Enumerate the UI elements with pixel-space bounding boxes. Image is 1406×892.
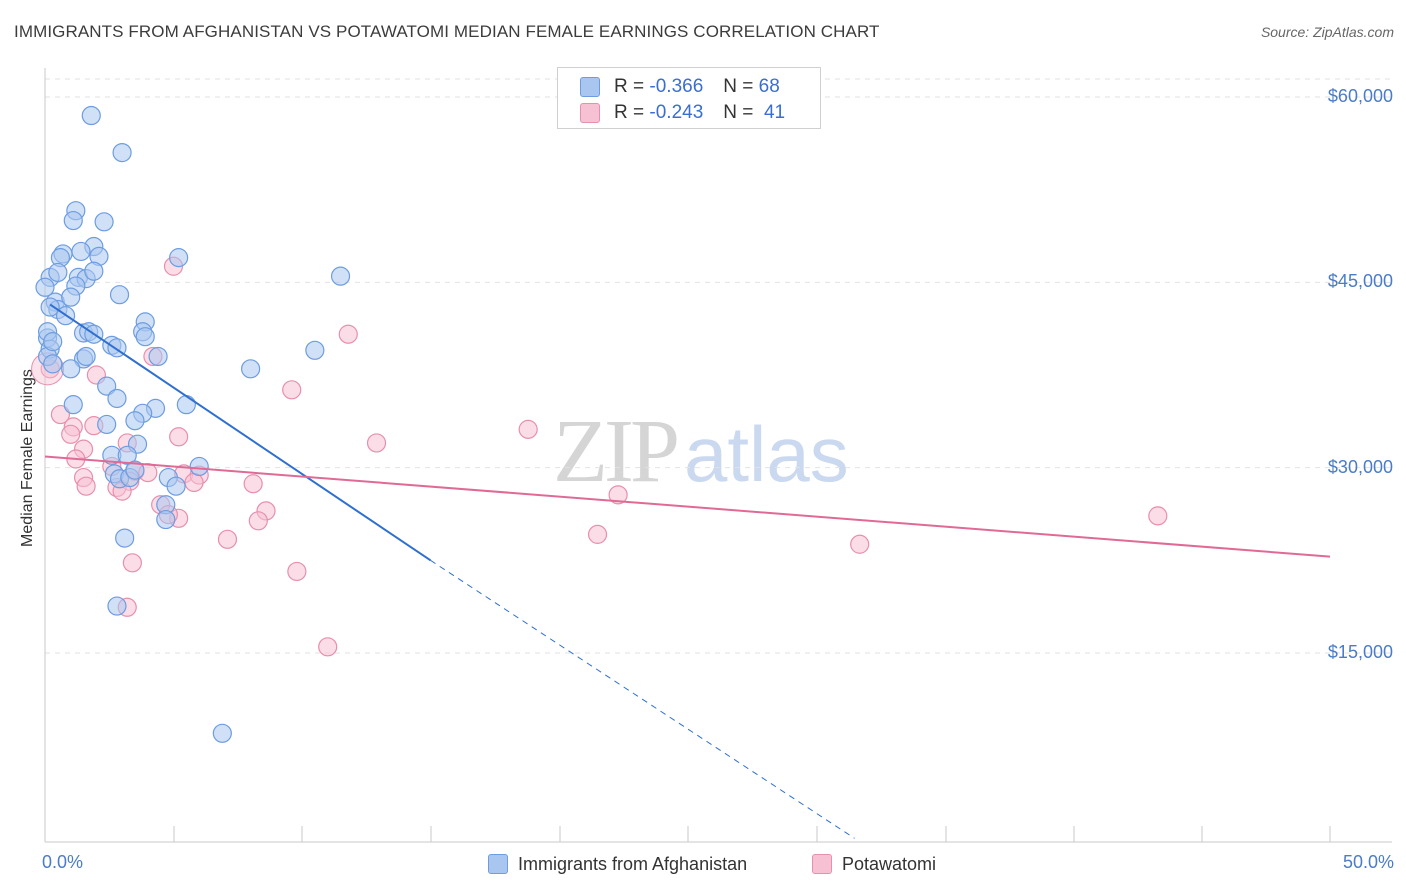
potawatomi-point: [217, 529, 238, 549]
potawatomi-point: [122, 553, 142, 573]
legend-swatch-pink: [812, 854, 832, 874]
afghanistan-point: [35, 277, 55, 297]
potawatomi-point: [850, 534, 870, 554]
afghanistan-point: [48, 262, 68, 283]
afghanistan-point: [107, 388, 127, 409]
afghanistan-point: [189, 456, 209, 477]
afghanistan-point: [305, 340, 325, 360]
afghanistan-point: [43, 332, 63, 352]
potawatomi-point: [243, 474, 263, 494]
afghanistan-point: [43, 354, 63, 374]
x-tick-label: 50.0%: [1342, 852, 1394, 872]
potawatomi-point: [608, 485, 628, 505]
afghanistan-point: [112, 143, 132, 163]
zipatlas-watermark: ZIP atlas: [553, 400, 849, 503]
afghanistan-point: [97, 376, 117, 396]
afghanistan-point: [76, 346, 96, 367]
potawatomi-point: [338, 324, 358, 344]
potawatomi-point: [282, 380, 302, 400]
legend-n-label: N =: [723, 102, 754, 123]
afghanistan-point: [117, 445, 137, 465]
legend-swatch-blue: [580, 77, 600, 97]
potawatomi-point: [50, 404, 71, 425]
afghanistan-point: [169, 248, 189, 268]
axis-layer: [44, 68, 1392, 843]
potawatomi-point: [76, 476, 96, 496]
potawatomi-point: [318, 637, 338, 657]
afghanistan-point: [156, 509, 176, 530]
potawatomi-point: [518, 419, 538, 439]
afghanistan-point: [125, 460, 145, 480]
afghanistan-trend-line: [49, 303, 432, 562]
legend-swatch-blue: [488, 854, 508, 874]
afghanistan-point: [81, 105, 101, 126]
legend-n-value: 41: [763, 102, 786, 123]
potawatomi-trend-line: [44, 455, 1331, 558]
legend-r-label: R =: [614, 102, 645, 123]
afghanistan-point: [94, 212, 114, 232]
legend-n-label: N =: [723, 76, 754, 97]
potawatomi-point: [366, 433, 387, 453]
y-tick-label: $30,000: [1327, 456, 1393, 477]
y-tick-label: $45,000: [1327, 271, 1393, 292]
legend-label-afghanistan: Immigrants from Afghanistan: [518, 853, 748, 874]
afghanistan-point: [61, 287, 81, 307]
afghanistan-point: [135, 327, 155, 347]
potawatomi-point: [61, 424, 81, 444]
legend-row-potawatomi: R = -0.243 N = 41: [580, 101, 785, 125]
legend-n-value: 68: [758, 76, 780, 97]
potawatomi-point: [184, 472, 204, 493]
source-credit: Source: ZipAtlas.com: [1260, 24, 1394, 40]
watermark-atlas: atlas: [684, 410, 849, 498]
trend-lines: [44, 303, 1331, 839]
potawatomi-point: [169, 427, 189, 447]
afghanistan-point: [40, 297, 60, 317]
legend-label-potawatomi: Potawatomi: [842, 853, 937, 874]
afghanistan-point: [148, 346, 168, 367]
afghanistan-point: [63, 395, 83, 415]
potawatomi-point: [587, 524, 608, 544]
afghanistan-trend-extension: [430, 559, 855, 839]
afghanistan-point: [71, 241, 91, 262]
legend-row-afghanistan: R = -0.366 N = 68: [580, 75, 780, 99]
afghanistan-point: [107, 596, 127, 616]
y-tick-label: $60,000: [1327, 86, 1393, 106]
afghanistan-point: [125, 411, 145, 431]
legend-r-value: -0.243: [649, 102, 704, 123]
potawatomi-point: [1148, 506, 1168, 526]
afghanistan-point: [115, 528, 135, 548]
afghanistan-point: [166, 476, 186, 496]
legend-item-afghanistan: Immigrants from Afghanistan: [488, 852, 747, 876]
afghanistan-point: [241, 359, 261, 379]
afghanistan-point: [97, 414, 117, 435]
chart-title: IMMIGRANTS FROM AFGHANISTAN VS POTAWATOM…: [14, 22, 880, 41]
watermark-zip: ZIP: [553, 402, 680, 501]
potawatomi-points: [31, 256, 1168, 657]
potawatomi-point: [248, 511, 268, 531]
afghanistan-point: [84, 261, 104, 281]
y-tick-label: $15,000: [1327, 642, 1393, 662]
afghanistan-point: [330, 266, 351, 286]
afghanistan-point: [212, 723, 232, 743]
correlation-legend: R = -0.366 N = 68 R = -0.243 N = 41: [557, 67, 821, 129]
legend-swatch-pink: [580, 103, 600, 123]
afghanistan-point: [176, 395, 196, 415]
afghanistan-point: [109, 285, 130, 305]
afghanistan-point: [63, 210, 83, 231]
legend-r-label: R =: [614, 76, 645, 97]
potawatomi-point: [287, 561, 307, 582]
afghanistan-points: [35, 105, 351, 743]
x-tick-label: 0.0%: [42, 852, 84, 872]
legend-item-potawatomi: Potawatomi: [812, 852, 936, 876]
afghanistan-point: [61, 359, 81, 379]
legend-r-value: -0.366: [649, 76, 704, 97]
